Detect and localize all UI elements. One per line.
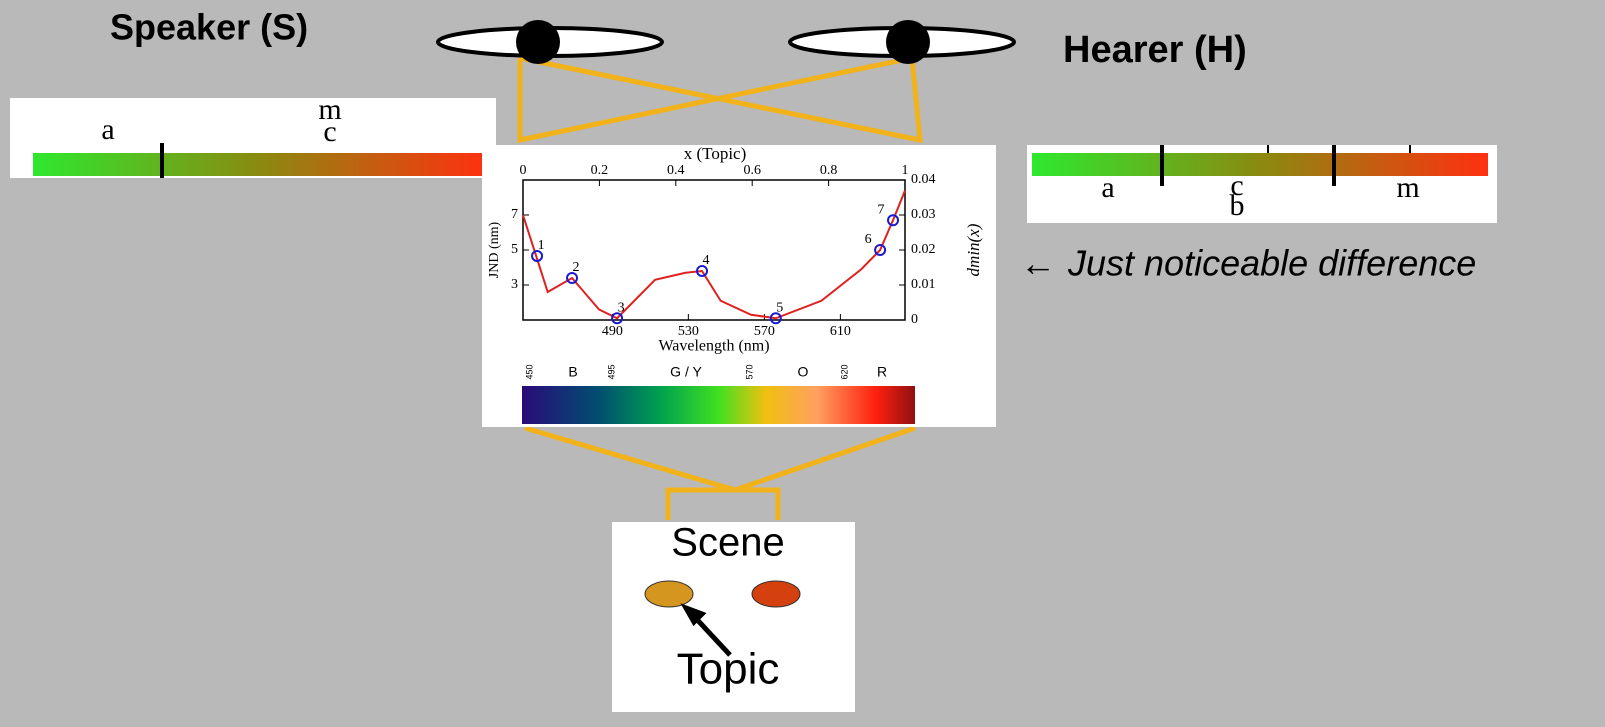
spectrum-label: G / Y bbox=[670, 364, 702, 380]
x-tick-label: 490 bbox=[602, 324, 623, 339]
y2-tick-label: 0.01 bbox=[911, 277, 936, 292]
topic-object bbox=[645, 581, 693, 607]
point-label: 3 bbox=[618, 300, 625, 315]
spectrum-label: 570 bbox=[744, 364, 754, 379]
x2-tick-label: 0.6 bbox=[743, 163, 761, 178]
point-label: 2 bbox=[573, 260, 580, 275]
point-label: 5 bbox=[776, 300, 783, 315]
x2-tick-label: 1 bbox=[902, 163, 909, 178]
y2-tick-label: 0.02 bbox=[911, 242, 936, 257]
category-label: m bbox=[1396, 171, 1419, 204]
x-axis-label: Wavelength (nm) bbox=[658, 338, 769, 355]
y2-tick-label: 0.03 bbox=[911, 207, 936, 222]
x2-tick-label: 0 bbox=[520, 163, 527, 178]
y2-axis-label: dmin(x) bbox=[964, 223, 983, 276]
y2-tick-label: 0 bbox=[911, 312, 918, 327]
x-tick-label: 610 bbox=[830, 324, 851, 339]
x-tick-label: 570 bbox=[754, 324, 775, 339]
y-tick-label: 7 bbox=[511, 207, 518, 222]
x-tick-label: 530 bbox=[678, 324, 699, 339]
distractor-object bbox=[752, 581, 800, 607]
point-label: 4 bbox=[703, 253, 710, 268]
scene-title: Scene bbox=[671, 521, 784, 565]
spectrum-bar bbox=[522, 386, 915, 424]
jnd-note-arrow: ← bbox=[1020, 243, 1056, 284]
jnd-note: Just noticeable difference bbox=[1067, 243, 1476, 284]
category-label: a bbox=[1101, 171, 1114, 204]
y-tick-label: 5 bbox=[511, 242, 518, 257]
y-tick-label: 3 bbox=[511, 277, 518, 292]
x2-tick-label: 0.2 bbox=[591, 163, 609, 178]
speaker-bar bbox=[33, 153, 487, 176]
category-label: c bbox=[323, 115, 336, 148]
y-axis-label: JND (nm) bbox=[487, 221, 502, 278]
eyes bbox=[438, 20, 1014, 64]
spectrum-label: R bbox=[877, 364, 887, 380]
chart-title: x (Topic) bbox=[684, 144, 747, 163]
spectrum-label: 620 bbox=[839, 364, 849, 379]
topic-label: Topic bbox=[677, 645, 780, 694]
speaker-title: Speaker (S) bbox=[110, 7, 308, 48]
x2-tick-label: 0.8 bbox=[820, 163, 838, 178]
x2-tick-label: 0.4 bbox=[667, 163, 685, 178]
point-label: 6 bbox=[865, 232, 872, 247]
category-label: b bbox=[1230, 189, 1245, 222]
diagram: Speaker (S) Hearer (H) a m c a c b m ← J… bbox=[0, 0, 1605, 722]
spectrum-label: 450 bbox=[524, 364, 534, 379]
spectrum-label: 495 bbox=[606, 364, 616, 379]
point-label: 1 bbox=[538, 238, 545, 253]
spectrum-label: B bbox=[568, 364, 577, 380]
category-label: a bbox=[101, 113, 114, 146]
y2-tick-label: 0.04 bbox=[911, 172, 936, 187]
page: Speaker (S) Hearer (H) a m c a c b m ← J… bbox=[0, 0, 1605, 722]
hearer-title: Hearer (H) bbox=[1063, 29, 1247, 71]
spectrum-label: O bbox=[798, 364, 809, 380]
point-label: 7 bbox=[878, 202, 885, 217]
